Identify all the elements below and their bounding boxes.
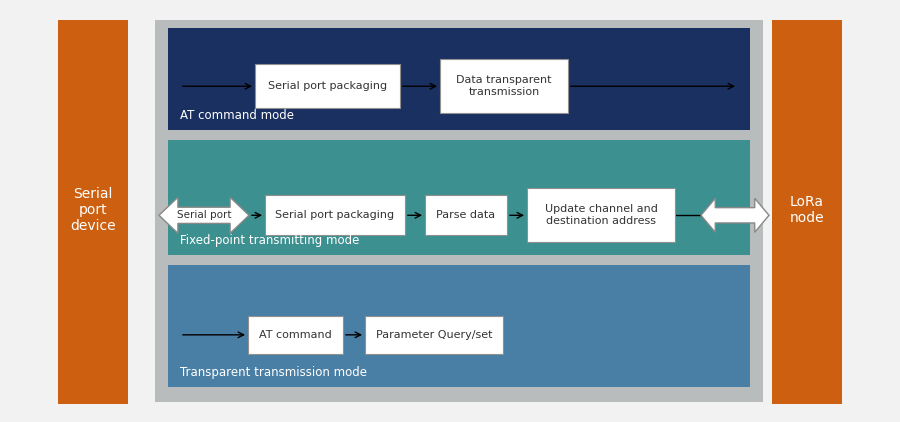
Text: Transparent transmission mode: Transparent transmission mode xyxy=(180,366,367,379)
Bar xyxy=(255,64,400,108)
Bar xyxy=(155,20,763,402)
Bar xyxy=(772,20,842,404)
Bar xyxy=(58,20,128,404)
Text: LoRa
node: LoRa node xyxy=(789,195,824,225)
Bar xyxy=(527,188,675,242)
Polygon shape xyxy=(701,198,769,232)
Text: Serial port packaging: Serial port packaging xyxy=(275,210,394,220)
Text: AT command mode: AT command mode xyxy=(180,109,294,122)
Text: Fixed-point transmitting mode: Fixed-point transmitting mode xyxy=(180,234,359,247)
Text: Serial port packaging: Serial port packaging xyxy=(268,81,387,91)
Bar xyxy=(440,59,568,113)
Text: Parameter Query/set: Parameter Query/set xyxy=(376,330,492,340)
Text: Serial port: Serial port xyxy=(176,210,231,220)
Bar xyxy=(168,265,750,387)
Bar xyxy=(248,316,343,354)
Bar xyxy=(425,195,507,235)
Polygon shape xyxy=(159,197,249,233)
Bar xyxy=(365,316,503,354)
Text: Update channel and
destination address: Update channel and destination address xyxy=(544,205,657,226)
Text: AT command: AT command xyxy=(259,330,332,340)
Bar xyxy=(168,140,750,255)
Bar xyxy=(265,195,405,235)
Bar xyxy=(168,28,750,130)
Text: Data transparent
transmission: Data transparent transmission xyxy=(456,76,552,97)
Text: Serial
port
device: Serial port device xyxy=(70,187,116,233)
Text: Parse data: Parse data xyxy=(436,210,496,220)
